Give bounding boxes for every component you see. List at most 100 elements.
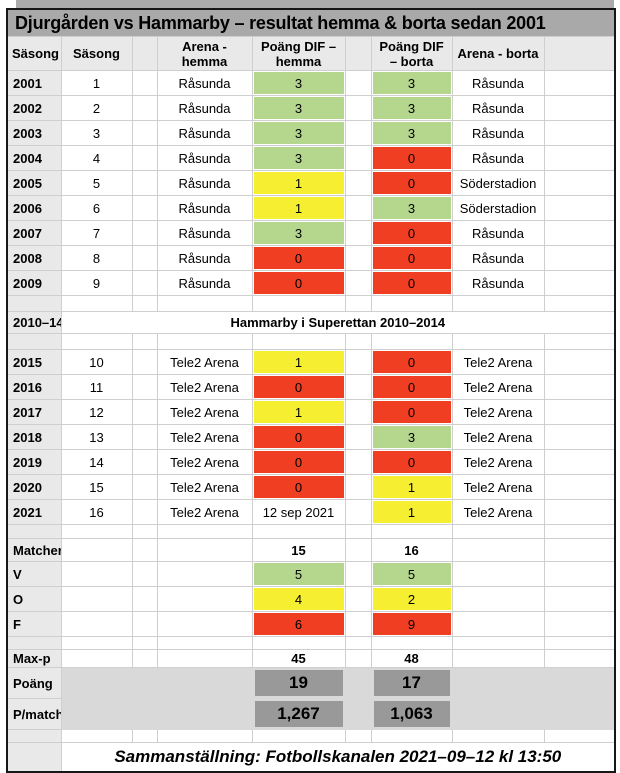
empty-row — [6, 729, 616, 743]
spacer-cell — [131, 95, 158, 121]
band-cell — [60, 698, 253, 730]
season-number-cell: 16 — [60, 499, 133, 525]
table-row: 2003 3 Råsunda 3 3 Råsunda — [6, 120, 616, 146]
season-year-cell: 2016 — [6, 374, 62, 400]
empty-cell — [543, 636, 616, 650]
spacer-cell — [344, 449, 372, 475]
points-away-cell: 0 — [370, 170, 453, 196]
points-home-value: 3 — [253, 97, 344, 119]
points-away-value: 0 — [372, 247, 451, 269]
footer-label-cell — [6, 742, 62, 773]
empty-cell — [451, 729, 545, 743]
points-away-value: 0 — [372, 451, 451, 473]
draws-home-cell: 4 — [251, 586, 346, 612]
points-away-value: 0 — [372, 351, 451, 373]
empty-cell — [344, 636, 372, 650]
empty-cell — [156, 636, 253, 650]
season-number-cell: 9 — [60, 270, 133, 296]
arena-home-cell: Råsunda — [156, 220, 253, 246]
arena-home-cell: Tele2 Arena — [156, 449, 253, 475]
band-cell — [451, 698, 616, 730]
header-arena-home: Arena - hemma — [156, 36, 253, 71]
points-home-cell: 3 — [251, 145, 346, 171]
points-away-cell: 0 — [370, 349, 453, 375]
empty-row — [6, 636, 616, 650]
spacer-cell — [344, 399, 372, 425]
spacer-cell — [131, 145, 158, 171]
points-away-cell: 0 — [370, 449, 453, 475]
spacer-cell — [131, 374, 158, 400]
empty-cell — [451, 586, 545, 612]
empty-cell — [344, 586, 372, 612]
matcher-label-cell: Matcher — [6, 538, 62, 562]
points-home-cell: 1 — [251, 170, 346, 196]
points-total-away-value: 17 — [373, 670, 450, 696]
points-away-value: 0 — [372, 401, 451, 423]
season-number-cell: 4 — [60, 145, 133, 171]
season-number-cell: 14 — [60, 449, 133, 475]
points-away-cell: 1 — [370, 499, 453, 525]
season-number-cell: 6 — [60, 195, 133, 221]
arena-home-cell: Råsunda — [156, 145, 253, 171]
arena-away-cell: Söderstadion — [451, 170, 545, 196]
spacer-cell — [543, 245, 616, 271]
arena-home-cell: Tele2 Arena — [156, 499, 253, 525]
points-home-cell: 0 — [251, 270, 346, 296]
arena-away-cell: Söderstadion — [451, 195, 545, 221]
points-total-home-value: 19 — [254, 670, 343, 696]
points-home-value: 0 — [253, 451, 344, 473]
empty-cell — [543, 333, 616, 350]
season-number-cell: 15 — [60, 474, 133, 500]
season-number-cell: 5 — [60, 170, 133, 196]
points-away-value: 3 — [372, 426, 451, 448]
table-row: 2001 1 Råsunda 3 3 Råsunda — [6, 70, 616, 96]
header-points-home: Poäng DIF – hemma — [251, 36, 346, 71]
summary-pmatch-row: P/match 1,267 1,063 — [6, 698, 616, 730]
spacer-cell — [131, 449, 158, 475]
empty-cell — [451, 611, 545, 637]
spacer-cell — [543, 220, 616, 246]
points-away-cell: 3 — [370, 424, 453, 450]
empty-row — [6, 333, 616, 350]
points-away-value: 3 — [372, 122, 451, 144]
arena-home-cell: Tele2 Arena — [156, 399, 253, 425]
empty-label-cell — [6, 333, 62, 350]
season-number-cell: 7 — [60, 220, 133, 246]
empty-cell — [60, 729, 133, 743]
table-row: 2018 13 Tele2 Arena 0 3 Tele2 Arena — [6, 424, 616, 450]
empty-cell — [543, 586, 616, 612]
pmatch-home-cell: 1,267 — [251, 698, 346, 730]
superettan-label-cell: 2010–14 — [6, 311, 62, 334]
season-number-cell: 1 — [60, 70, 133, 96]
spacer-cell — [344, 120, 372, 146]
spacer-cell — [344, 499, 372, 525]
empty-cell — [451, 538, 545, 562]
spacer-cell — [131, 270, 158, 296]
points-away-value: 0 — [372, 272, 451, 294]
table-row: 2007 7 Råsunda 3 0 Råsunda — [6, 220, 616, 246]
empty-cell — [451, 333, 545, 350]
empty-cell — [156, 524, 253, 539]
footer-row: Sammanställning: Fotbollskanalen 2021–09… — [6, 742, 616, 773]
empty-cell — [344, 524, 372, 539]
empty-cell — [60, 561, 133, 587]
empty-cell — [543, 611, 616, 637]
points-home-value: 1 — [253, 401, 344, 423]
season-year-cell: 2001 — [6, 70, 62, 96]
empty-cell — [451, 636, 545, 650]
spacer-cell — [131, 399, 158, 425]
points-away-cell: 0 — [370, 399, 453, 425]
empty-cell — [370, 729, 453, 743]
arena-away-cell: Tele2 Arena — [451, 399, 545, 425]
empty-cell — [251, 729, 346, 743]
table-row: 2004 4 Råsunda 3 0 Råsunda — [6, 145, 616, 171]
empty-cell — [156, 611, 253, 637]
empty-label-cell — [6, 636, 62, 650]
losses-label-cell: F — [6, 611, 62, 637]
points-away-cell: 3 — [370, 70, 453, 96]
season-year-cell: 2021 — [6, 499, 62, 525]
arena-away-cell: Råsunda — [451, 70, 545, 96]
season-year-cell: 2004 — [6, 145, 62, 171]
empty-cell — [156, 586, 253, 612]
points-away-value: 0 — [372, 172, 451, 194]
